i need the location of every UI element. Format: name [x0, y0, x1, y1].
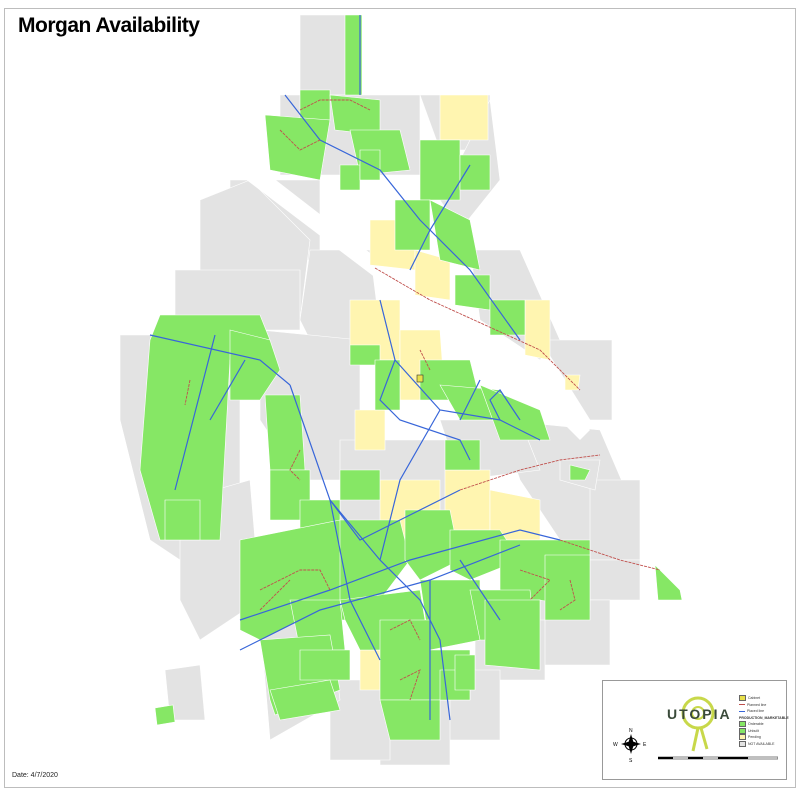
planned-fiber-lines	[184, 99, 661, 701]
legend-item-planned: Planned line	[739, 702, 789, 709]
utopia-logo-icon	[681, 696, 715, 752]
legend-logo-text: UTOPIA	[667, 706, 732, 722]
legend-class-pending: Pending	[739, 734, 789, 741]
legend-class-unbuilt: Unbuilt	[739, 727, 789, 735]
scale-bar	[658, 756, 778, 760]
compass-w: W	[613, 742, 618, 748]
compass-e: E	[643, 742, 647, 748]
compass-s: S	[629, 758, 633, 763]
compass-icon: N S E W	[613, 728, 647, 763]
compass-n: N	[629, 728, 633, 734]
legend-list: Cabinet Planned line Placed line PRODUCT…	[739, 695, 789, 747]
legend-class-not-available: NOT AVAILABLE	[739, 740, 789, 748]
map-legend: UTOPIA Cabinet Planned line Placed line …	[602, 680, 789, 780]
cabinet-marker[interactable]	[416, 374, 424, 383]
legend-item-cabinet: Cabinet	[739, 695, 789, 702]
placed-fiber-lines	[149, 15, 561, 721]
legend-heading: PRODUCTION_MARKETABLE	[739, 715, 789, 720]
legend-item-placed: Placed line	[739, 708, 789, 715]
legend-class-orderable: Orderable	[739, 721, 789, 728]
map-date: Date: 4/7/2020	[12, 772, 58, 779]
map-title: Morgan Availability	[18, 14, 200, 37]
